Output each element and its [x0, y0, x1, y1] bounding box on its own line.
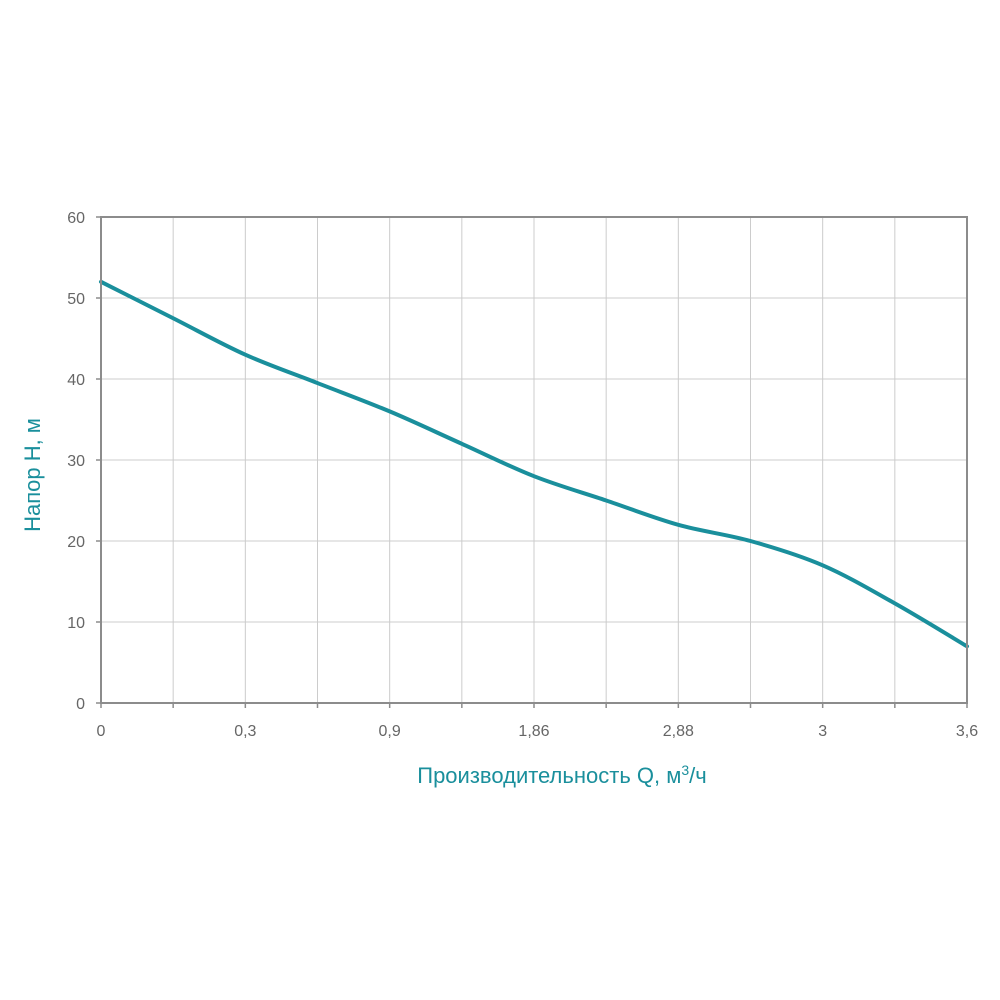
y-tick-label: 0: [76, 696, 85, 713]
x-axis-title-suffix: /ч: [689, 763, 707, 788]
plot-frame: [100, 216, 968, 704]
x-tick-label: 0,3: [234, 723, 256, 740]
x-tick-label: 1,86: [518, 723, 549, 740]
y-tick-label: 40: [67, 372, 85, 389]
y-tick-label: 20: [67, 534, 85, 551]
y-tick-label: 50: [67, 291, 85, 308]
x-tick-label: 0: [97, 723, 106, 740]
x-tick-label: 2,88: [663, 723, 694, 740]
series-layer: [99, 279, 969, 649]
x-axis-title-main: Производительность Q, м: [417, 763, 681, 788]
y-axis-ticks: 0 10 20 30 40 50 60: [67, 210, 101, 713]
x-axis-title: Производительность Q, м3/ч: [417, 762, 706, 788]
y-tick-label: 10: [67, 615, 85, 632]
x-axis-ticks: 0 0,3 0,9 1,86 2,88 3 3,6: [97, 703, 978, 740]
grid: [101, 217, 967, 703]
x-tick-label: 0,9: [379, 723, 401, 740]
y-tick-label: 30: [67, 453, 85, 470]
x-tick-label: 3: [818, 723, 827, 740]
x-tick-label: 3,6: [956, 723, 978, 740]
y-axis-title: Напор H, м: [20, 418, 45, 532]
y-tick-label: 60: [67, 210, 85, 227]
x-axis-title-sup: 3: [681, 762, 689, 778]
series-line: [99, 279, 969, 649]
